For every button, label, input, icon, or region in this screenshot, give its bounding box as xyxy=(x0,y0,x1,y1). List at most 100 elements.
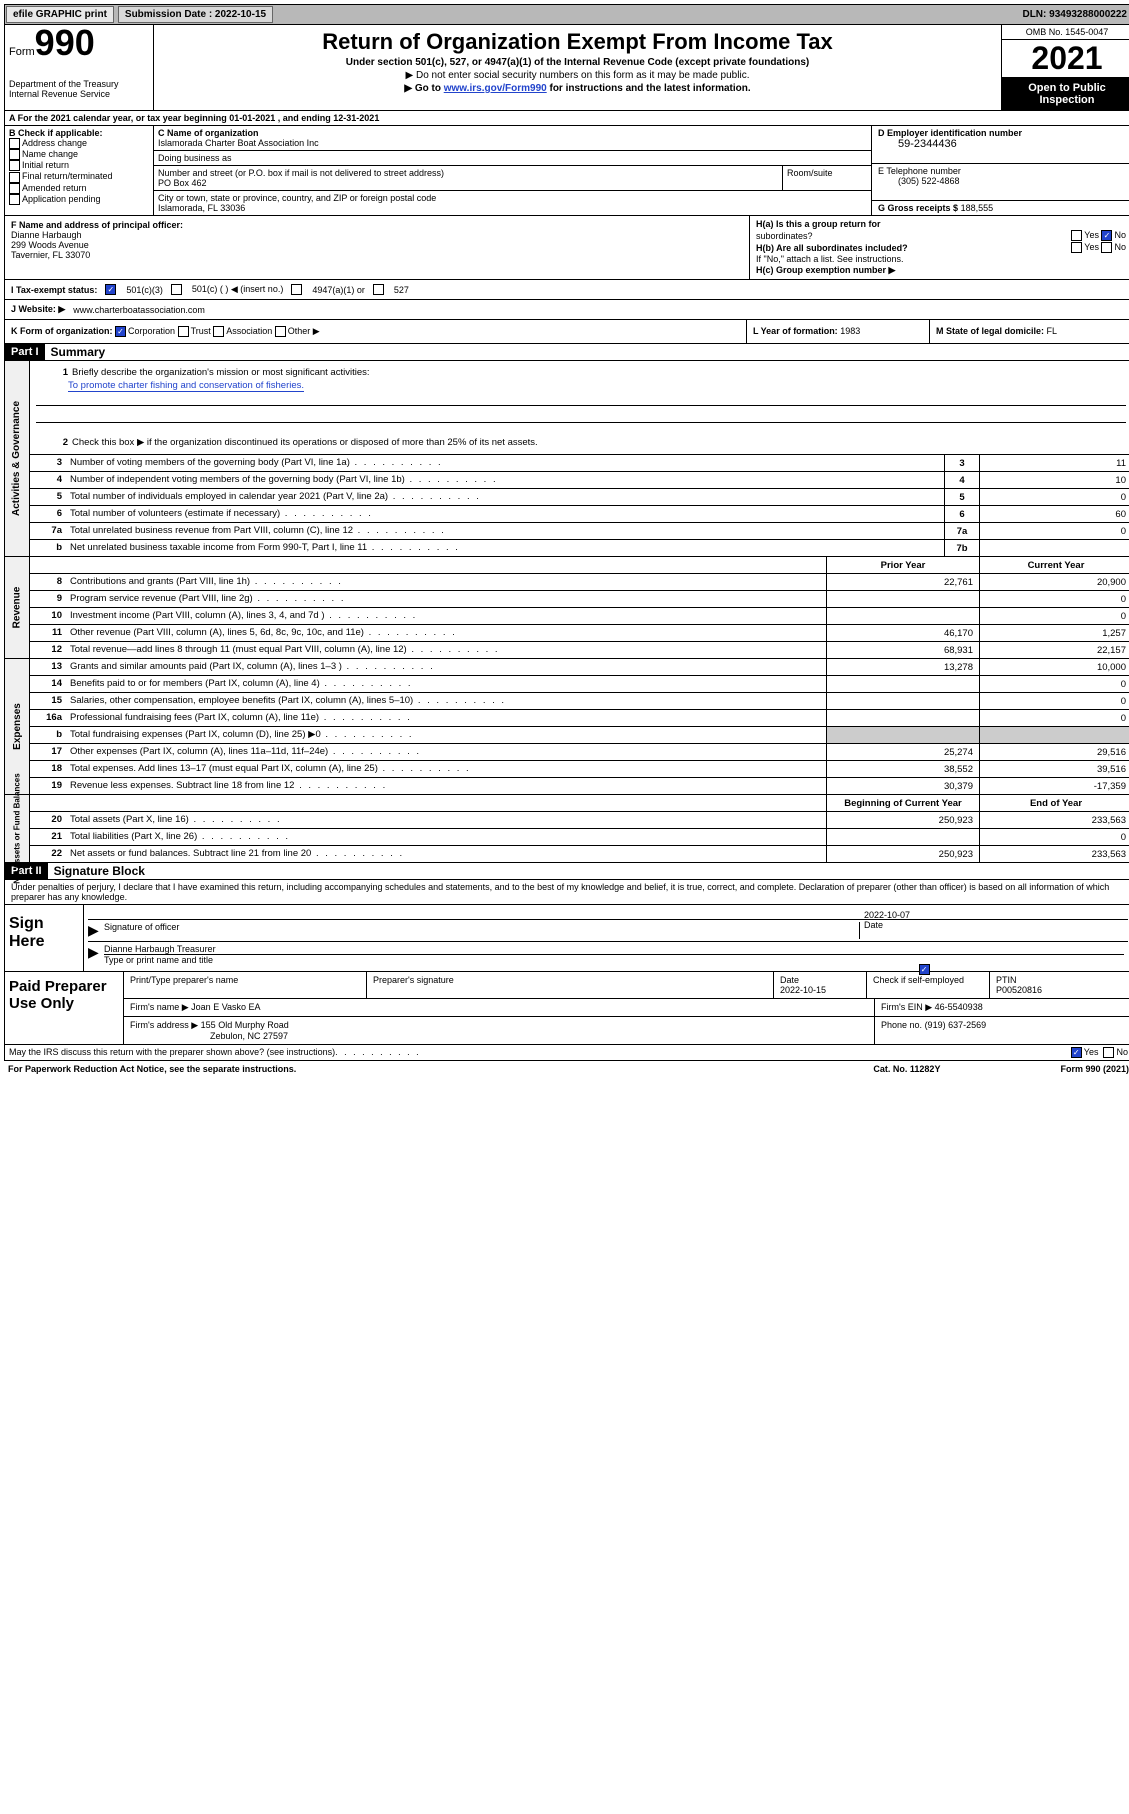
checkbox-other[interactable] xyxy=(275,326,286,337)
checkbox-address-change[interactable] xyxy=(9,138,20,149)
line-box: 6 xyxy=(944,506,979,522)
table-row: 7a Total unrelated business revenue from… xyxy=(30,523,1129,540)
dln-label: DLN: 93493288000222 xyxy=(1022,9,1129,20)
opt-assoc: Association xyxy=(226,326,272,336)
efile-button[interactable]: efile GRAPHIC print xyxy=(6,6,114,23)
revenue-block: Revenue Prior Year Current Year 8 Contri… xyxy=(4,557,1129,659)
line-num: b xyxy=(30,727,66,743)
checkbox-discuss-yes[interactable] xyxy=(1071,1047,1082,1058)
current-value: 10,000 xyxy=(979,659,1129,675)
part2-badge: Part II xyxy=(5,863,48,879)
section-klm: K Form of organization: Corporation Trus… xyxy=(4,320,1129,344)
prep-name-label: Print/Type preparer's name xyxy=(124,972,367,998)
prior-value: 30,379 xyxy=(826,778,979,794)
checkbox-ha-no[interactable] xyxy=(1101,230,1112,241)
prior-value xyxy=(826,591,979,607)
line-box: 4 xyxy=(944,472,979,488)
checkbox-name-change[interactable] xyxy=(9,149,20,160)
checkbox-discuss-no[interactable] xyxy=(1103,1047,1114,1058)
bcd-block: B Check if applicable: Address change Na… xyxy=(4,126,1129,216)
part2-title: Signature Block xyxy=(48,864,145,878)
line-value: 10 xyxy=(979,472,1129,488)
sig-arrow-1: ▶ xyxy=(88,922,100,939)
discuss-text: May the IRS discuss this return with the… xyxy=(9,1047,335,1058)
label-yes: Yes xyxy=(1084,230,1099,240)
checkbox-trust[interactable] xyxy=(178,326,189,337)
prior-value: 22,761 xyxy=(826,574,979,590)
table-row: 17 Other expenses (Part IX, column (A), … xyxy=(30,744,1129,761)
endofyear-header: End of Year xyxy=(979,795,1129,811)
checkbox-corp[interactable] xyxy=(115,326,126,337)
checkbox-501c3[interactable] xyxy=(105,284,116,295)
label-address-change: Address change xyxy=(22,138,87,148)
website-value: www.charterboatassociation.com xyxy=(73,305,205,315)
current-value: 39,516 xyxy=(979,761,1129,777)
line-desc: Other revenue (Part VIII, column (A), li… xyxy=(66,625,826,641)
discuss-no: No xyxy=(1116,1047,1128,1058)
checkbox-ha-yes[interactable] xyxy=(1071,230,1082,241)
current-year-header: Current Year xyxy=(979,557,1129,573)
part1-badge: Part I xyxy=(5,344,45,360)
line-desc: Number of voting members of the governin… xyxy=(66,455,944,471)
expenses-block: Expenses 13 Grants and similar amounts p… xyxy=(4,659,1129,795)
irs-link[interactable]: www.irs.gov/Form990 xyxy=(444,83,547,94)
netassets-block: Net Assets or Fund Balances Beginning of… xyxy=(4,795,1129,863)
table-row: 19 Revenue less expenses. Subtract line … xyxy=(30,778,1129,794)
checkbox-527[interactable] xyxy=(373,284,384,295)
officer-addr1: 299 Woods Avenue xyxy=(11,240,743,250)
line-desc: Total assets (Part X, line 16) xyxy=(66,812,826,828)
side-revenue: Revenue xyxy=(5,557,30,658)
checkbox-hb-no[interactable] xyxy=(1101,242,1112,253)
checkbox-501c[interactable] xyxy=(171,284,182,295)
current-value: 0 xyxy=(979,693,1129,709)
line-num: 8 xyxy=(30,574,66,590)
dba-label: Doing business as xyxy=(158,153,867,163)
checkbox-assoc[interactable] xyxy=(213,326,224,337)
line1-label: Briefly describe the organization's miss… xyxy=(72,367,370,378)
line-desc: Net unrelated business taxable income fr… xyxy=(66,540,944,556)
sig-arrow-2: ▶ xyxy=(88,944,100,965)
section-i: I Tax-exempt status: 501(c)(3) 501(c) ( … xyxy=(4,280,1129,300)
line-num: b xyxy=(30,540,66,556)
tax-year: 2021 xyxy=(1002,40,1129,78)
checkbox-self-employed[interactable] xyxy=(919,964,930,975)
checkbox-final-return[interactable] xyxy=(9,172,20,183)
opt-527: 527 xyxy=(394,285,409,295)
fh-block: F Name and address of principal officer:… xyxy=(4,216,1129,280)
prior-value xyxy=(826,727,979,743)
line-num: 9 xyxy=(30,591,66,607)
submission-date: Submission Date : 2022-10-15 xyxy=(118,6,273,23)
hb-note: If "No," attach a list. See instructions… xyxy=(756,254,903,264)
room-label: Room/suite xyxy=(783,166,871,190)
checkbox-app-pending[interactable] xyxy=(9,194,20,205)
sig-name-value: Dianne Harbaugh Treasurer xyxy=(104,944,1124,955)
table-row: 12 Total revenue—add lines 8 through 11 … xyxy=(30,642,1129,658)
table-row: 6 Total number of volunteers (estimate i… xyxy=(30,506,1129,523)
omb-number: OMB No. 1545-0047 xyxy=(1002,25,1129,40)
i-label: I Tax-exempt status: xyxy=(11,285,97,295)
declaration-text: Under penalties of perjury, I declare th… xyxy=(5,880,1129,904)
opt-other: Other ▶ xyxy=(288,326,320,336)
prior-year-header: Prior Year xyxy=(826,557,979,573)
checkbox-initial-return[interactable] xyxy=(9,160,20,171)
line-box: 7a xyxy=(944,523,979,539)
prep-date-value: 2022-10-15 xyxy=(780,985,860,995)
mission-text: To promote charter fishing and conservat… xyxy=(68,380,304,392)
ein-label: D Employer identification number xyxy=(878,128,1126,138)
city-label: City or town, state or province, country… xyxy=(158,193,867,203)
checkbox-4947[interactable] xyxy=(291,284,302,295)
line-num: 19 xyxy=(30,778,66,794)
checkbox-amended[interactable] xyxy=(9,183,20,194)
checkbox-hb-yes[interactable] xyxy=(1071,242,1082,253)
form-title: Return of Organization Exempt From Incom… xyxy=(158,29,997,55)
city-value: Islamorada, FL 33036 xyxy=(158,203,867,213)
table-row: 3 Number of voting members of the govern… xyxy=(30,455,1129,472)
line-box: 7b xyxy=(944,540,979,556)
label-amended: Amended return xyxy=(22,183,87,193)
line-desc: Professional fundraising fees (Part IX, … xyxy=(66,710,826,726)
line-num: 3 xyxy=(30,455,66,471)
dept-treasury: Department of the Treasury Internal Reve… xyxy=(9,79,149,99)
line-desc: Total liabilities (Part X, line 26) xyxy=(66,829,826,845)
opt-corp: Corporation xyxy=(128,326,175,336)
line-num: 18 xyxy=(30,761,66,777)
